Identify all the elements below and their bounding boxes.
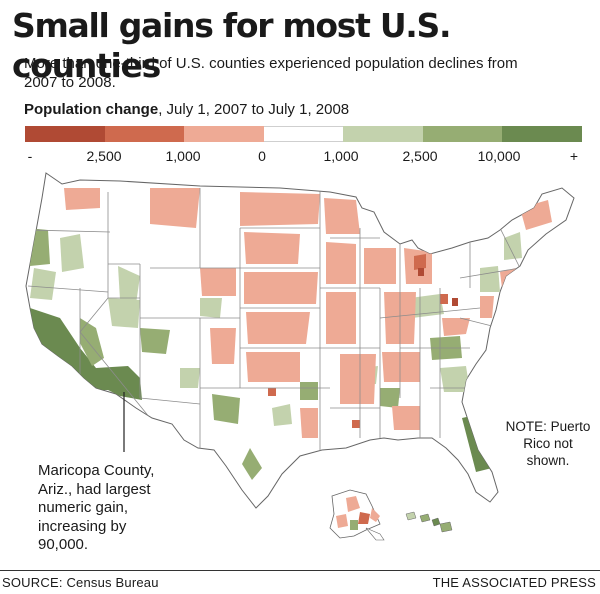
legend-swatch bbox=[422, 126, 503, 142]
legend-tick-label: + bbox=[569, 148, 579, 164]
legend-swatch bbox=[343, 126, 423, 142]
county-region bbox=[30, 268, 56, 300]
county-region bbox=[246, 312, 310, 344]
county-region bbox=[60, 234, 84, 272]
legend-swatch bbox=[25, 126, 105, 142]
county-region bbox=[140, 328, 170, 354]
legend-tick-label: - bbox=[27, 148, 33, 164]
county-region bbox=[210, 328, 236, 364]
county-region bbox=[410, 294, 444, 318]
us-county-map bbox=[25, 172, 575, 541]
county-region bbox=[418, 268, 424, 276]
hawaii-inset bbox=[405, 511, 453, 533]
county-region bbox=[272, 404, 292, 426]
county-region bbox=[108, 298, 140, 328]
legend-title: Population change, July 1, 2007 to July … bbox=[24, 100, 349, 120]
legend-tick-label: 2,500 bbox=[86, 148, 122, 164]
note-puerto-rico: NOTE: Puerto Rico not shown. bbox=[505, 419, 591, 468]
legend-tick-label: 1,000 bbox=[165, 148, 201, 164]
county-fills bbox=[28, 188, 552, 480]
legend-tick-label: 10,000 bbox=[477, 148, 521, 164]
alaska-inset bbox=[329, 489, 385, 541]
county-region bbox=[300, 382, 318, 400]
legend-tick-label: 1,000 bbox=[323, 148, 359, 164]
state-borders bbox=[27, 188, 521, 468]
county-region bbox=[392, 406, 420, 430]
county-region bbox=[504, 232, 522, 260]
county-region bbox=[382, 352, 420, 382]
county-region bbox=[352, 420, 360, 428]
chart-subtitle: More than one-third of U.S. counties exp… bbox=[24, 55, 518, 91]
agency-credit: THE ASSOCIATED PRESS bbox=[432, 575, 596, 590]
county-region bbox=[340, 354, 376, 404]
county-region bbox=[380, 388, 400, 408]
county-region bbox=[64, 188, 100, 210]
legend-tick-label: 2,500 bbox=[402, 148, 438, 164]
county-region bbox=[364, 248, 396, 284]
legend-swatch bbox=[263, 126, 344, 142]
county-region bbox=[244, 272, 318, 304]
chart-title: Small gains for most U.S. counties bbox=[12, 6, 452, 85]
legend-title-dates: , July 1, 2007 to July 1, 2008 bbox=[158, 101, 350, 118]
legend-tick-labels: - 2,500 1,000 0 1,000 2,500 10,000 + bbox=[0, 148, 600, 166]
county-region bbox=[414, 254, 426, 270]
county-region bbox=[246, 352, 300, 382]
county-region bbox=[452, 298, 458, 306]
county-region bbox=[268, 388, 276, 396]
county-region bbox=[30, 308, 118, 390]
county-region bbox=[200, 298, 222, 318]
county-region bbox=[440, 294, 448, 304]
maricopa-callout: Maricopa County, Ariz., had largest nume… bbox=[38, 462, 155, 553]
county-region bbox=[212, 394, 240, 424]
legend-tick-label: 0 bbox=[258, 148, 266, 164]
county-region bbox=[240, 192, 320, 226]
county-region bbox=[150, 188, 200, 228]
legend-swatch bbox=[502, 126, 583, 142]
county-region bbox=[480, 266, 500, 292]
legend-color-scale bbox=[25, 126, 583, 142]
county-region bbox=[442, 318, 470, 336]
county-region bbox=[324, 198, 360, 234]
county-region bbox=[480, 296, 494, 318]
footer-rule bbox=[0, 570, 600, 571]
county-region bbox=[326, 242, 356, 284]
county-region bbox=[96, 366, 142, 400]
legend-swatch bbox=[184, 126, 264, 142]
legend-swatch bbox=[104, 126, 185, 142]
county-region bbox=[180, 368, 200, 388]
legend-title-bold: Population change bbox=[24, 101, 159, 118]
county-region bbox=[440, 366, 470, 392]
county-region bbox=[300, 408, 318, 438]
county-region bbox=[28, 228, 50, 266]
county-region bbox=[244, 232, 300, 264]
county-region bbox=[118, 266, 140, 304]
county-region bbox=[242, 448, 262, 480]
county-region bbox=[200, 268, 236, 296]
county-region bbox=[326, 292, 356, 344]
source-credit: SOURCE: Census Bureau bbox=[2, 575, 159, 590]
